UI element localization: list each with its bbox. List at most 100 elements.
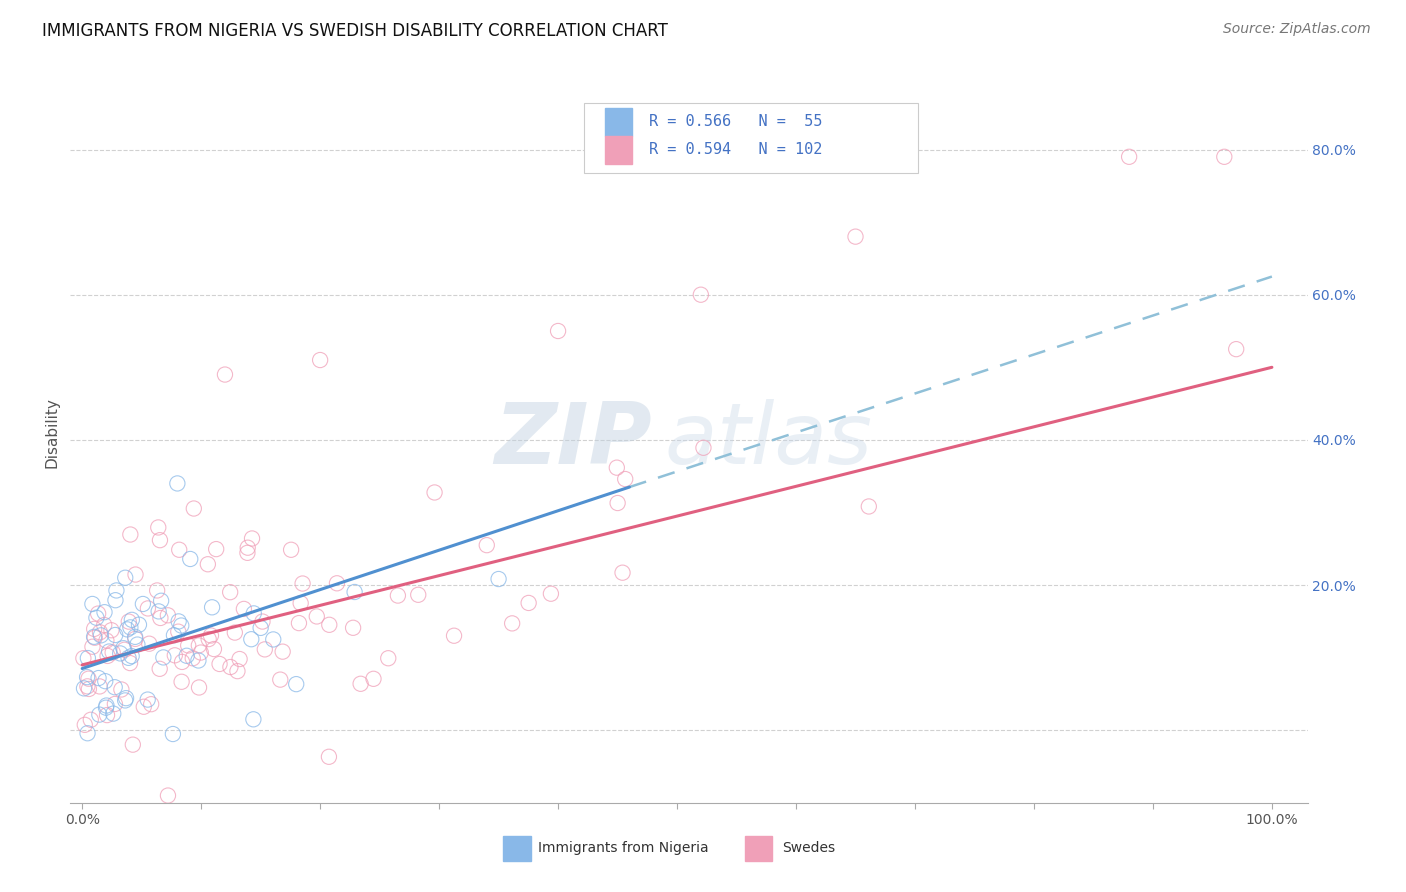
Point xyxy=(104,697,127,711)
Point xyxy=(76,679,98,693)
Point xyxy=(120,620,142,634)
Point xyxy=(128,617,150,632)
Point xyxy=(291,576,314,591)
Point xyxy=(138,637,160,651)
Point xyxy=(156,608,179,623)
Point xyxy=(342,621,364,635)
Point xyxy=(242,607,264,621)
Point xyxy=(149,611,172,625)
Point xyxy=(606,460,628,475)
Point xyxy=(240,532,263,546)
Point xyxy=(73,681,96,696)
Point xyxy=(240,632,263,647)
Text: ZIP: ZIP xyxy=(494,399,652,482)
Point xyxy=(242,712,264,726)
Point xyxy=(156,789,179,803)
Point xyxy=(228,652,250,666)
Point xyxy=(110,682,132,697)
Point xyxy=(93,605,115,619)
Bar xyxy=(605,136,633,164)
Point xyxy=(132,597,155,611)
Point xyxy=(115,691,138,706)
Point xyxy=(349,677,371,691)
Point xyxy=(86,611,108,625)
Point xyxy=(179,552,201,566)
Point xyxy=(844,229,866,244)
Point xyxy=(166,476,188,491)
Point xyxy=(167,615,190,629)
Point xyxy=(80,713,103,727)
Point xyxy=(121,738,143,752)
Point xyxy=(236,541,259,555)
Point xyxy=(208,657,231,671)
Point xyxy=(110,647,132,661)
Point xyxy=(100,624,122,638)
Point xyxy=(89,707,111,722)
Point xyxy=(226,664,249,678)
Point xyxy=(262,632,284,647)
Point xyxy=(104,680,127,694)
Point xyxy=(118,656,141,670)
Point xyxy=(547,324,569,338)
Point xyxy=(170,618,193,632)
Point xyxy=(112,642,135,657)
Point xyxy=(1213,150,1236,164)
Point xyxy=(141,697,163,711)
Point xyxy=(219,585,242,599)
Point xyxy=(149,533,172,548)
Y-axis label: Disability: Disability xyxy=(44,397,59,468)
Point xyxy=(271,645,294,659)
Point xyxy=(105,583,128,598)
Point xyxy=(117,650,139,665)
Point xyxy=(73,718,96,732)
Text: IMMIGRANTS FROM NIGERIA VS SWEDISH DISABILITY CORRELATION CHART: IMMIGRANTS FROM NIGERIA VS SWEDISH DISAB… xyxy=(42,22,668,40)
Point xyxy=(202,642,225,657)
FancyBboxPatch shape xyxy=(583,103,918,173)
Point xyxy=(170,674,193,689)
Point xyxy=(423,485,446,500)
Point xyxy=(181,651,204,665)
Point xyxy=(167,542,190,557)
Point xyxy=(190,646,212,660)
Point xyxy=(163,648,186,663)
Point xyxy=(252,615,274,629)
Point xyxy=(363,672,385,686)
Point xyxy=(205,542,228,557)
Point xyxy=(176,648,198,663)
Point xyxy=(188,681,211,695)
Point xyxy=(132,699,155,714)
Text: R = 0.594   N = 102: R = 0.594 N = 102 xyxy=(650,143,823,157)
Point xyxy=(197,632,219,646)
Point xyxy=(83,630,105,644)
Point xyxy=(104,628,127,642)
Point xyxy=(124,567,146,582)
Point xyxy=(96,633,118,648)
Point xyxy=(96,698,118,713)
Point xyxy=(76,651,98,665)
Point xyxy=(120,527,142,541)
Point xyxy=(97,648,120,663)
Point xyxy=(148,604,170,618)
Point xyxy=(236,546,259,560)
Point xyxy=(517,596,540,610)
Point xyxy=(82,597,104,611)
Point xyxy=(162,727,184,741)
Point xyxy=(136,692,159,706)
Point xyxy=(152,650,174,665)
Point xyxy=(326,576,349,591)
Point xyxy=(387,589,409,603)
Text: Immigrants from Nigeria: Immigrants from Nigeria xyxy=(538,841,709,855)
Point xyxy=(269,673,291,687)
Point xyxy=(149,662,172,676)
Point xyxy=(89,625,111,640)
Point xyxy=(121,613,143,627)
Point xyxy=(172,655,194,669)
Point xyxy=(443,629,465,643)
Bar xyxy=(605,108,633,136)
Point xyxy=(89,680,111,694)
Point xyxy=(72,651,94,665)
Point xyxy=(115,623,138,637)
Point xyxy=(249,621,271,635)
Bar xyxy=(503,836,530,861)
Point xyxy=(612,566,634,580)
